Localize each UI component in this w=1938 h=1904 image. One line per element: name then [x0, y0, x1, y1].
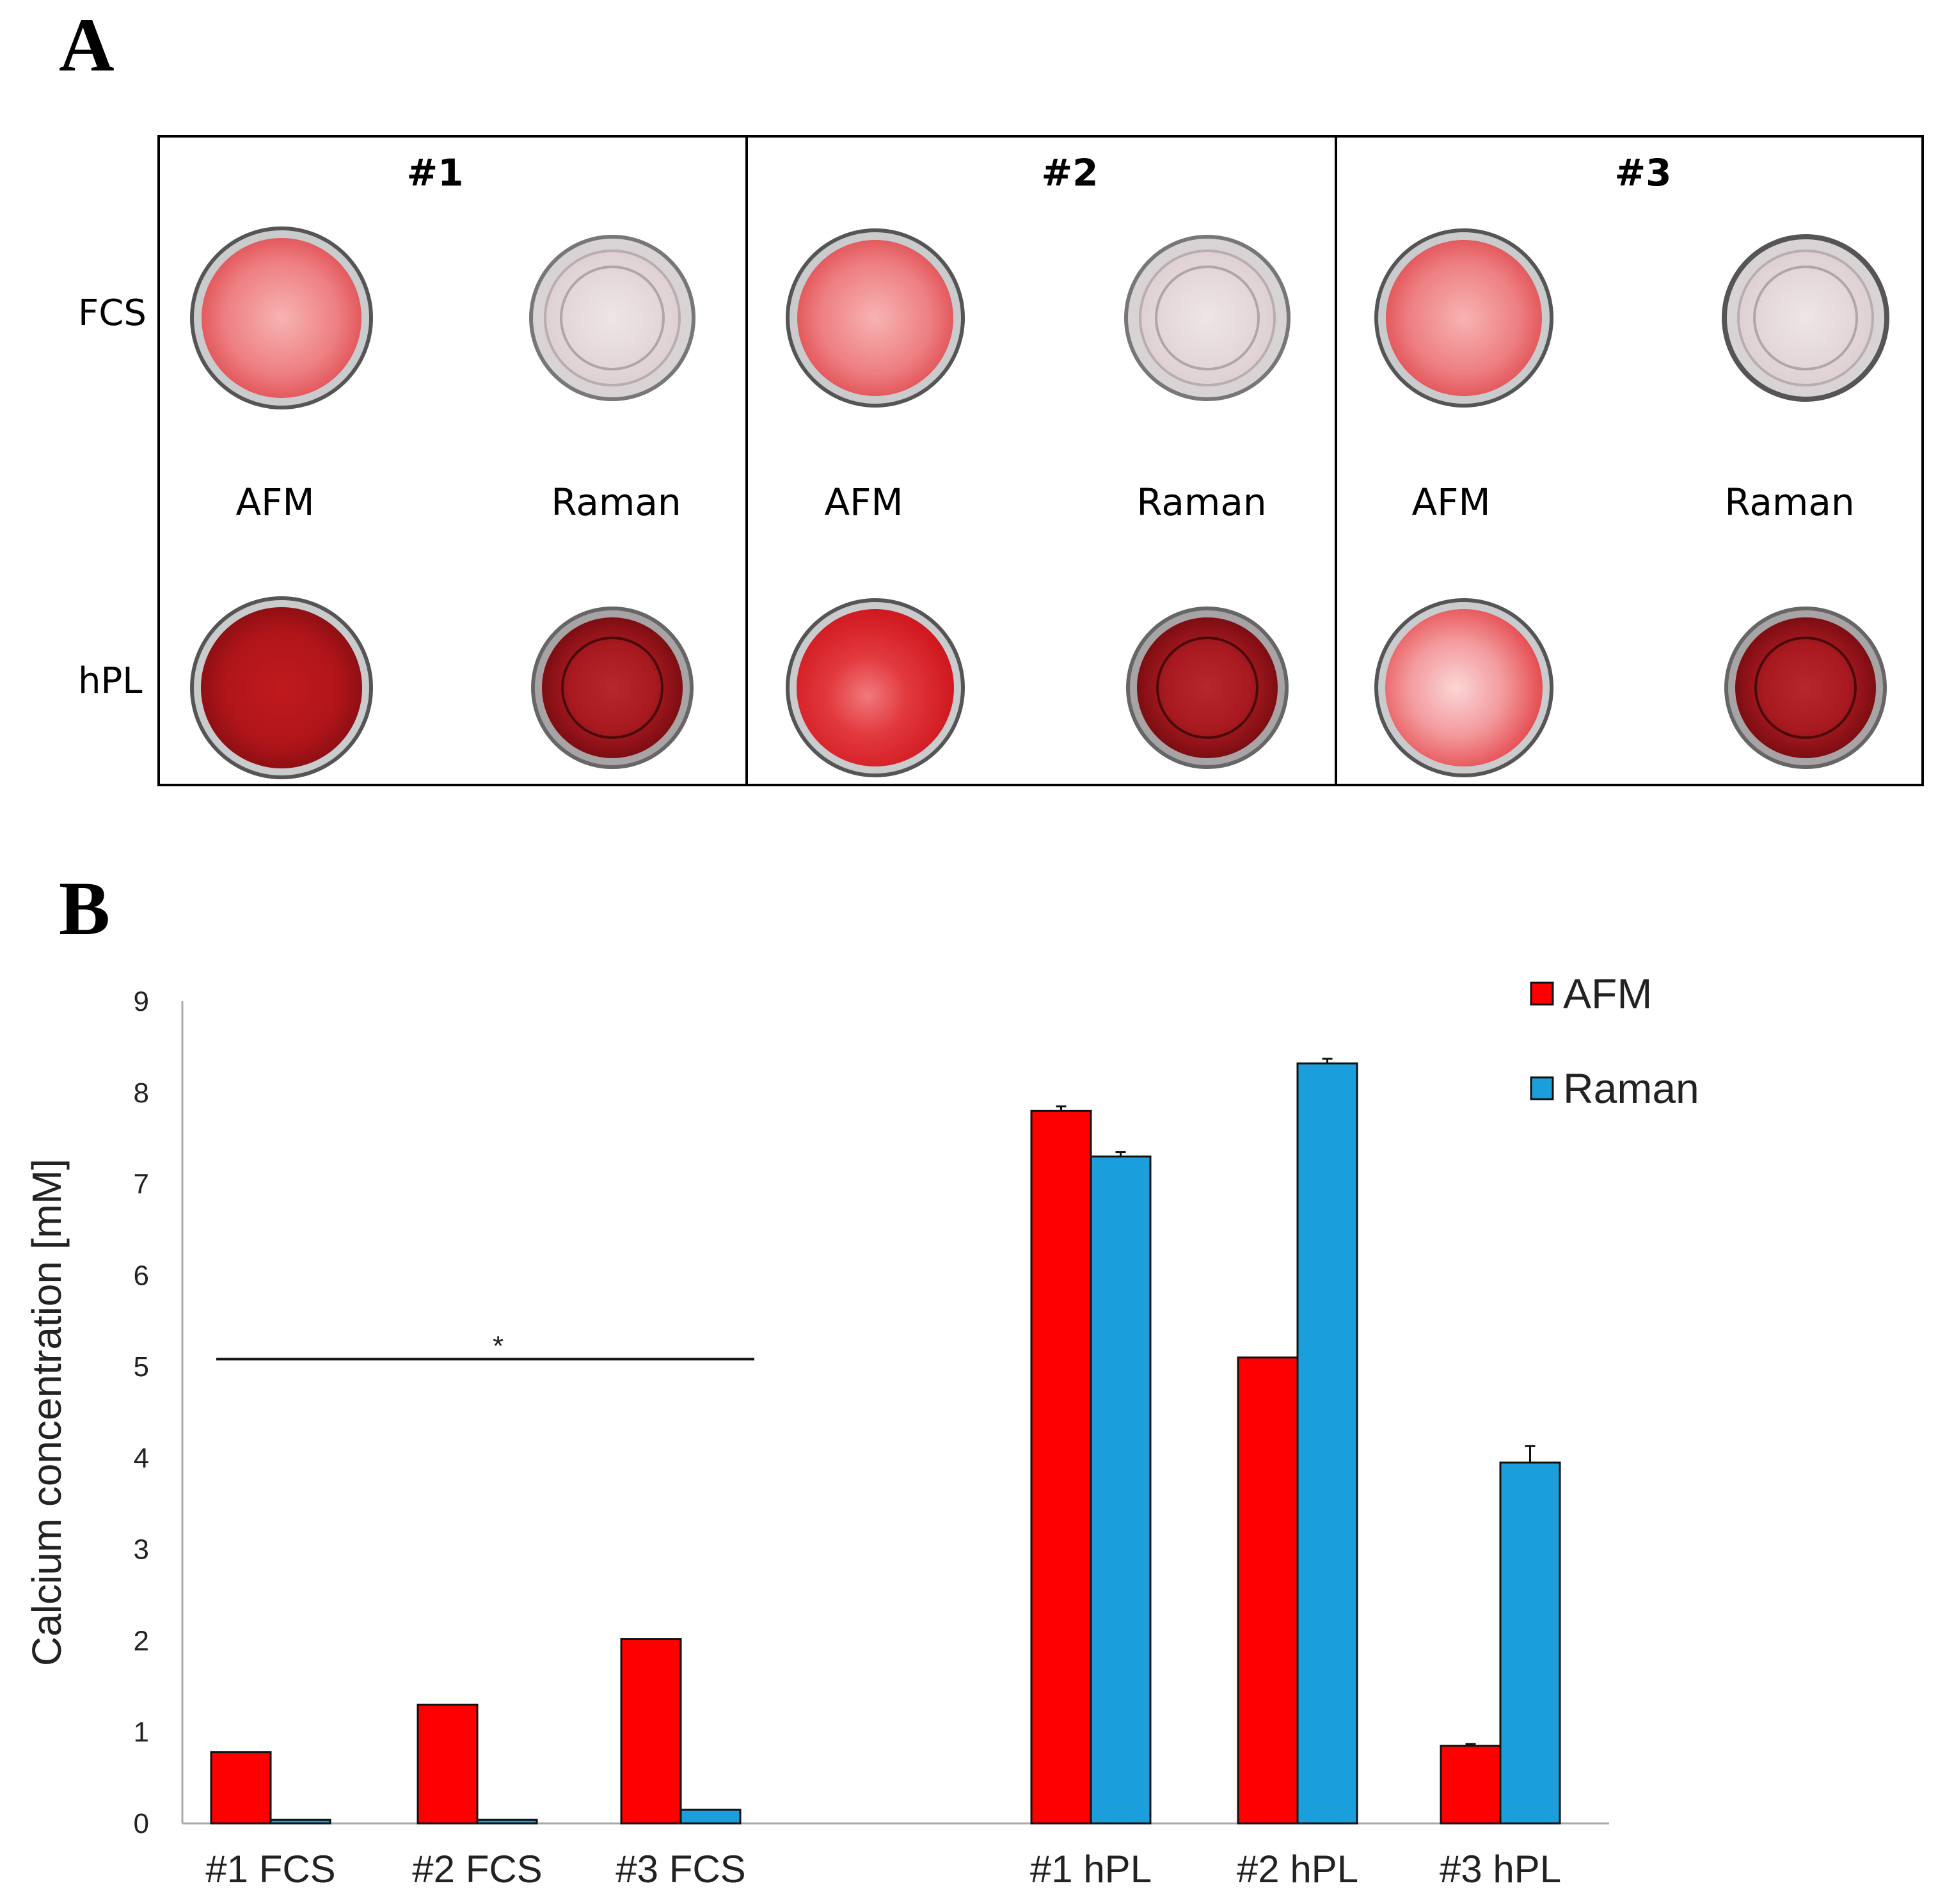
well-2-hpl-raman: [1126, 607, 1289, 769]
well-1-hpl-raman: [531, 607, 694, 769]
plate-grid-frame: [157, 135, 1924, 786]
well-1-fcs-raman: [529, 235, 695, 401]
legend-swatch-raman: [1530, 1076, 1554, 1100]
well-1-hpl-afm: [190, 596, 373, 779]
well-3-hpl-afm: [1374, 598, 1553, 777]
well-1-fcs-afm: [190, 226, 373, 409]
bar-afm-2: [620, 1638, 682, 1825]
legend-swatch-afm: [1530, 981, 1554, 1006]
y-tick-label: 5: [134, 1351, 149, 1383]
y-axis-label: Calcium concentration [mM]: [24, 1159, 70, 1666]
y-tick-label: 9: [134, 986, 149, 1017]
well-2-fcs-raman: [1124, 235, 1291, 401]
well-3-hpl-raman: [1724, 607, 1887, 769]
plate-grid: #1 #2 #3 FCS hPL AFM Raman AFM Raman AFM…: [78, 135, 1924, 786]
y-tick-label: 3: [134, 1534, 149, 1566]
panel-b-letter: B: [59, 866, 110, 951]
y-tick-label: 2: [134, 1625, 149, 1656]
significance-asterisk: *: [493, 1330, 504, 1361]
y-tick-label: 8: [134, 1077, 149, 1109]
x-category-label: #2 FCS: [412, 1848, 542, 1891]
col-label-afm-2: AFM: [824, 480, 903, 524]
x-category-label: #3 FCS: [616, 1848, 745, 1891]
y-tick-label: 0: [134, 1808, 149, 1839]
col-label-afm-1: AFM: [235, 480, 314, 524]
col-label-raman-1: Raman: [551, 480, 681, 524]
bar-raman-2: [679, 1809, 742, 1825]
calcium-bar-chart: 0 1 2 3 4 5 6 7 8 9 Calcium concentration [mM] #1 F…: [24, 970, 1699, 1891]
row-label-hpl: hPL: [78, 660, 142, 702]
col-label-raman-2: Raman: [1136, 480, 1266, 524]
x-category-label: #1 hPL: [1030, 1848, 1152, 1891]
y-tick-label: 7: [134, 1169, 149, 1200]
bar-raman-3: [1090, 1155, 1152, 1825]
bar-afm-3: [1030, 1109, 1092, 1825]
col-label-raman-3: Raman: [1724, 480, 1854, 524]
bar-raman-1: [476, 1818, 538, 1825]
well-3-fcs-raman: [1722, 234, 1889, 402]
bar-afm-1: [417, 1703, 479, 1825]
group-title-1: #1: [407, 151, 464, 194]
col-label-afm-3: AFM: [1411, 480, 1490, 524]
well-2-hpl-afm: [786, 598, 965, 777]
bar-afm-4: [1237, 1356, 1299, 1825]
bar-afm-5: [1440, 1745, 1502, 1825]
legend-label-afm: AFM: [1563, 970, 1652, 1017]
y-tick-label: 6: [134, 1260, 149, 1291]
bar-raman-5: [1499, 1461, 1561, 1825]
x-category-label: #2 hPL: [1237, 1848, 1358, 1891]
x-category-label: #3 hPL: [1440, 1848, 1561, 1891]
bar-raman-0: [269, 1818, 331, 1825]
x-category-label: #1 FCS: [205, 1848, 335, 1891]
well-3-fcs-afm: [1374, 228, 1553, 408]
row-label-fcs: FCS: [78, 292, 147, 334]
y-tick-label: 4: [134, 1443, 149, 1474]
group-title-2: #2: [1042, 151, 1099, 194]
legend-label-raman: Raman: [1563, 1065, 1699, 1112]
bar-raman-4: [1296, 1062, 1358, 1825]
well-2-fcs-afm: [786, 228, 965, 408]
panel-a-letter: A: [59, 2, 115, 87]
bar-afm-0: [210, 1751, 272, 1825]
y-tick-label: 1: [134, 1717, 149, 1748]
group-title-3: #3: [1615, 151, 1672, 194]
